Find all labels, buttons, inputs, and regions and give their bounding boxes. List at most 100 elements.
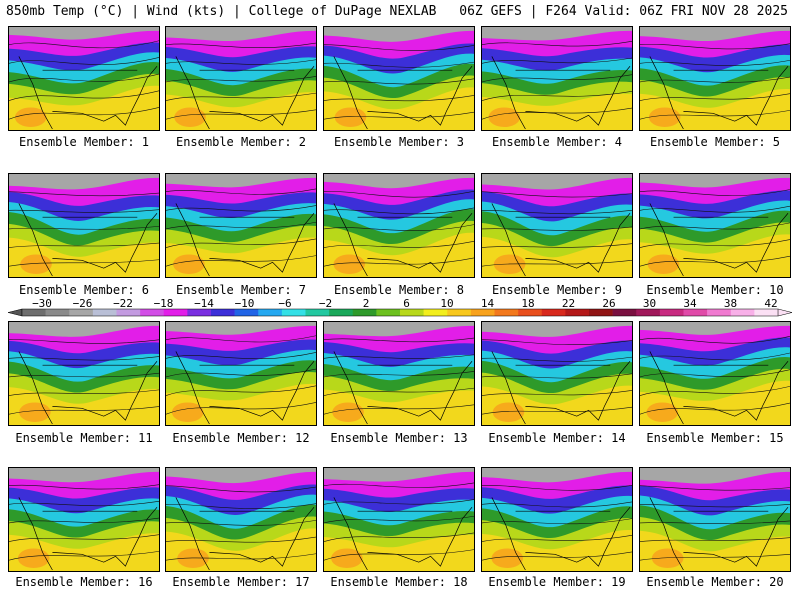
temperature-band xyxy=(482,322,632,337)
colorbar-swatch xyxy=(92,309,117,316)
colorbar-swatch xyxy=(494,309,519,316)
colorbar-swatch xyxy=(730,309,755,316)
coastline-borders xyxy=(175,351,315,425)
height-contour xyxy=(324,61,474,68)
colorbar-swatch xyxy=(376,309,401,316)
warm-anomaly xyxy=(173,254,205,275)
ensemble-member-label: Ensemble Member: 16 xyxy=(15,575,153,589)
ensemble-member-label: Ensemble Member: 8 xyxy=(333,283,465,297)
height-contour xyxy=(482,57,632,64)
colorbar-swatch xyxy=(683,309,708,316)
height-contour xyxy=(482,260,632,267)
ensemble-map-panel xyxy=(8,26,160,131)
height-contour xyxy=(166,520,316,526)
temperature-colorbar: −30 −26 −22 −18 −14 −10 −6 −2 2 6 10 14 18 22 26 30 34 38… xyxy=(6,296,794,320)
colorbar-swatch xyxy=(234,309,259,316)
ensemble-map-panel xyxy=(165,173,317,278)
colorbar-swatch xyxy=(589,309,613,316)
ensemble-map-panel xyxy=(165,467,317,572)
height-contour xyxy=(9,484,159,490)
height-contour xyxy=(324,532,474,542)
ensemble-member-label: Ensemble Member: 6 xyxy=(18,283,150,297)
coastline-borders xyxy=(175,56,315,130)
height-contour xyxy=(324,241,474,248)
height-contour xyxy=(9,372,159,378)
warm-anomaly xyxy=(647,254,680,275)
height-contour xyxy=(482,191,632,198)
colorbar-tick-label: 18 xyxy=(521,297,534,310)
ensemble-member-label: Ensemble Member: 2 xyxy=(175,135,307,149)
ensemble-member-label: Ensemble Member: 11 xyxy=(15,431,153,445)
height-contour xyxy=(324,387,474,396)
height-contour xyxy=(482,356,632,362)
temperature-band xyxy=(324,174,474,189)
colorbar-swatch xyxy=(352,309,377,316)
colorbar-swatch xyxy=(470,309,495,316)
colorbar-swatch xyxy=(69,309,94,316)
temperature-band xyxy=(640,322,790,335)
temperature-band xyxy=(482,27,632,41)
model-valid-time: 06Z GEFS | F264 Valid: 06Z FRI NOV 28 20… xyxy=(459,4,788,19)
height-contour xyxy=(166,221,316,230)
ensemble-member-label: Ensemble Member: 4 xyxy=(491,135,623,149)
ensemble-map-panel xyxy=(8,467,160,572)
colorbar-max-arrow xyxy=(777,308,793,317)
height-contour xyxy=(9,226,159,230)
temperature-band xyxy=(482,174,632,190)
height-contour xyxy=(482,226,632,231)
temperature-band xyxy=(324,468,474,482)
height-contour xyxy=(324,111,474,120)
colorbar-swatch xyxy=(45,309,70,316)
warm-anomaly xyxy=(20,254,52,275)
colorbar-tick-label: −22 xyxy=(113,297,133,310)
height-contour xyxy=(640,369,790,378)
height-contour xyxy=(9,534,159,542)
height-contour xyxy=(482,551,632,561)
height-contour xyxy=(166,368,316,378)
height-contour xyxy=(9,501,159,507)
height-contour xyxy=(166,485,316,493)
height-contour xyxy=(324,224,474,231)
height-contour xyxy=(640,189,790,196)
colorbar-swatch xyxy=(329,309,354,316)
height-contour xyxy=(640,402,790,415)
height-contour xyxy=(640,93,790,101)
ensemble-map-panel xyxy=(639,321,791,426)
colorbar-swatch xyxy=(187,309,212,316)
temperature-band xyxy=(640,27,790,42)
height-contour xyxy=(166,255,316,267)
colorbar-frame xyxy=(21,308,779,317)
coastline-borders xyxy=(18,56,158,130)
colorbar-tick-label: 10 xyxy=(440,297,453,310)
temperature-band xyxy=(640,468,790,484)
colorbar-tick-label: 42 xyxy=(764,297,777,310)
height-contour xyxy=(9,191,159,197)
ensemble-member-label: Ensemble Member: 1 xyxy=(18,135,150,149)
height-contour xyxy=(324,482,474,488)
colorbar-swatch xyxy=(22,309,46,316)
height-contour xyxy=(640,43,790,50)
height-contour xyxy=(324,257,474,267)
ensemble-map-panel xyxy=(481,173,633,278)
warm-anomaly xyxy=(332,402,364,423)
warm-anomaly xyxy=(331,548,363,569)
colorbar-swatch xyxy=(116,309,141,316)
colorbar-tick-label: 34 xyxy=(683,297,697,310)
height-contour xyxy=(482,74,632,83)
warm-anomaly xyxy=(646,402,679,423)
height-contour xyxy=(9,242,159,248)
ensemble-map-panel xyxy=(481,467,633,572)
colorbar-swatch xyxy=(612,309,637,316)
warm-anomaly xyxy=(174,107,206,128)
colorbar-swatch xyxy=(518,309,543,316)
height-contour xyxy=(640,110,790,120)
coastline-borders xyxy=(649,203,789,277)
colorbar-swatch xyxy=(281,309,306,316)
height-contour xyxy=(9,551,159,561)
coastline-borders xyxy=(491,203,631,277)
height-contour xyxy=(324,207,474,215)
ensemble-member-label: Ensemble Member: 18 xyxy=(330,575,468,589)
height-contour xyxy=(166,553,316,561)
coastline-borders xyxy=(175,203,315,277)
colorbar-tick-label: 2 xyxy=(363,297,370,310)
